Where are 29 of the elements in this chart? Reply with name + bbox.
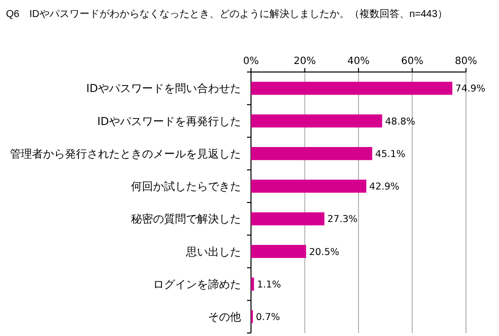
data-label: 1.1% xyxy=(256,279,282,290)
data-label: 0.7% xyxy=(256,312,280,324)
y-tick-label: 何回か試したらできた xyxy=(131,180,241,194)
x-tick-label: 80% xyxy=(454,56,478,67)
bar xyxy=(251,114,382,128)
data-label: 74.9% xyxy=(455,84,486,95)
x-tick-label: 0% xyxy=(243,56,259,67)
bar xyxy=(251,180,366,193)
y-tick-label: 思い出した xyxy=(185,245,241,258)
y-tick-label: IDやパスワードを再発行した xyxy=(97,114,241,128)
chart-title: Q6 IDやパスワードがわからなくなったとき、どのように解決しましたか。（複数回答、n=443） xyxy=(6,8,448,20)
data-label: 42.9% xyxy=(369,182,400,193)
data-label: 27.3% xyxy=(327,214,358,226)
bar xyxy=(251,212,324,226)
y-tick-label: IDやパスワードを問い合わせた xyxy=(86,82,241,96)
y-tick-label: 秘密の質問で解決した xyxy=(131,212,241,226)
data-label: 45.1% xyxy=(375,148,406,160)
y-tick-label: その他 xyxy=(208,310,241,324)
data-label: 20.5% xyxy=(309,246,340,258)
x-tick-label: 20% xyxy=(294,56,316,67)
y-tick-label: ログインを諦めた xyxy=(153,278,241,291)
y-tick-label: 管理者から発行されたときのメールを見返した xyxy=(10,147,241,160)
x-tick-label: 40% xyxy=(347,56,370,67)
bar xyxy=(251,278,254,291)
x-tick-label: 60% xyxy=(401,56,424,67)
bar xyxy=(251,244,306,258)
data-label: 48.8% xyxy=(385,116,416,128)
bar xyxy=(251,82,452,95)
bar xyxy=(251,147,372,160)
